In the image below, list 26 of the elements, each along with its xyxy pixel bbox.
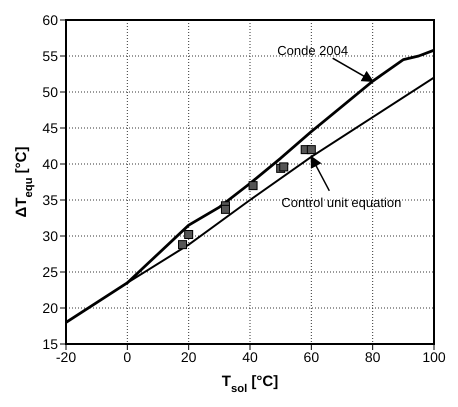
point [178,240,188,250]
x-tick-label: -20 [56,348,76,365]
text: Conde 2004 [277,43,348,58]
point [248,181,258,190]
x-tick-label: 20 [180,348,197,365]
y-tick-label: 15 [42,336,58,352]
point [306,145,316,154]
y-tick-label: 55 [42,48,58,64]
point [184,230,194,240]
y-tick-label: 60 [42,12,58,28]
x-tick-label: 100 [422,348,446,365]
x-tick-label: 80 [364,348,381,365]
y-tick-label: 25 [42,264,58,280]
y-tick-label: 30 [42,228,58,244]
x-axis-title: T$_{sol}$ [°C] [222,373,278,395]
y-tick-label: 50 [42,84,58,100]
y-tick-label: 45 [42,120,58,136]
y-tick-label: 40 [42,156,58,172]
point [220,204,230,214]
x-tick-label: 0 [123,348,132,365]
x-tick-label: 60 [304,348,320,365]
y-tick-label: 20 [42,300,58,316]
x-tick-label: 40 [242,348,258,365]
point [279,162,288,172]
series-label: Control unit equation [281,194,402,210]
y-tick-label: 35 [42,192,58,208]
